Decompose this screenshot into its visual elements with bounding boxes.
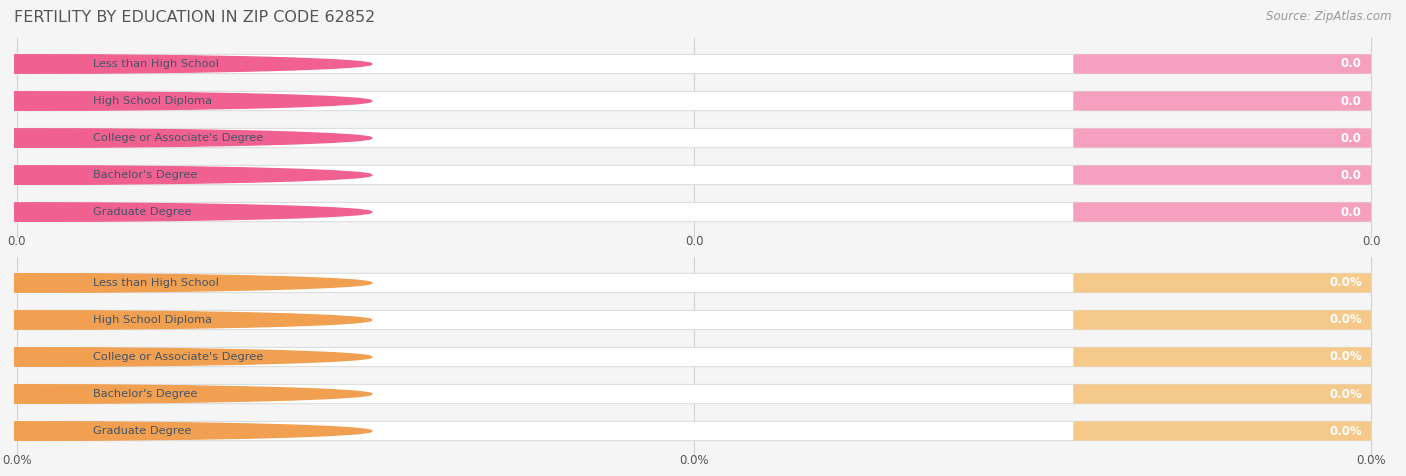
FancyBboxPatch shape <box>1073 166 1371 185</box>
Circle shape <box>0 55 371 73</box>
Text: Less than High School: Less than High School <box>93 278 218 288</box>
Text: 0.0%: 0.0% <box>1 454 31 467</box>
Circle shape <box>0 274 371 292</box>
Text: 0.0%: 0.0% <box>1329 314 1361 327</box>
FancyBboxPatch shape <box>17 273 1371 293</box>
FancyBboxPatch shape <box>17 385 1371 404</box>
Circle shape <box>0 348 371 366</box>
Text: Graduate Degree: Graduate Degree <box>93 426 191 436</box>
Text: 0.0%: 0.0% <box>1357 454 1386 467</box>
Text: 0.0: 0.0 <box>1341 58 1361 70</box>
FancyBboxPatch shape <box>17 202 1371 222</box>
Circle shape <box>0 92 371 110</box>
FancyBboxPatch shape <box>17 166 1371 185</box>
Text: College or Associate's Degree: College or Associate's Degree <box>93 133 263 143</box>
Text: 0.0%: 0.0% <box>1329 387 1361 400</box>
FancyBboxPatch shape <box>17 421 1371 441</box>
Circle shape <box>0 129 371 147</box>
FancyBboxPatch shape <box>1073 54 1371 74</box>
Text: Bachelor's Degree: Bachelor's Degree <box>93 389 197 399</box>
Circle shape <box>0 203 371 221</box>
Circle shape <box>0 166 371 184</box>
FancyBboxPatch shape <box>1073 310 1371 329</box>
Text: 0.0: 0.0 <box>1341 169 1361 181</box>
FancyBboxPatch shape <box>17 54 1371 74</box>
Text: FERTILITY BY EDUCATION IN ZIP CODE 62852: FERTILITY BY EDUCATION IN ZIP CODE 62852 <box>14 10 375 25</box>
Text: 0.0: 0.0 <box>685 235 703 248</box>
FancyBboxPatch shape <box>1073 347 1371 367</box>
Text: 0.0%: 0.0% <box>1329 350 1361 364</box>
FancyBboxPatch shape <box>17 310 1371 329</box>
Circle shape <box>0 311 371 329</box>
Circle shape <box>0 422 371 440</box>
Text: Bachelor's Degree: Bachelor's Degree <box>93 170 197 180</box>
Text: 0.0: 0.0 <box>1362 235 1381 248</box>
Circle shape <box>0 385 371 403</box>
Text: 0.0: 0.0 <box>1341 131 1361 145</box>
Text: 0.0: 0.0 <box>7 235 27 248</box>
FancyBboxPatch shape <box>1073 385 1371 404</box>
FancyBboxPatch shape <box>1073 202 1371 222</box>
FancyBboxPatch shape <box>17 91 1371 110</box>
Text: 0.0: 0.0 <box>1341 95 1361 108</box>
Text: Less than High School: Less than High School <box>93 59 218 69</box>
FancyBboxPatch shape <box>17 347 1371 367</box>
FancyBboxPatch shape <box>1073 421 1371 441</box>
Text: Graduate Degree: Graduate Degree <box>93 207 191 217</box>
Text: High School Diploma: High School Diploma <box>93 96 211 106</box>
Text: High School Diploma: High School Diploma <box>93 315 211 325</box>
Text: 0.0: 0.0 <box>1341 206 1361 218</box>
Text: 0.0%: 0.0% <box>1329 425 1361 437</box>
FancyBboxPatch shape <box>1073 91 1371 110</box>
FancyBboxPatch shape <box>17 129 1371 148</box>
Text: 0.0%: 0.0% <box>679 454 709 467</box>
FancyBboxPatch shape <box>1073 129 1371 148</box>
Text: Source: ZipAtlas.com: Source: ZipAtlas.com <box>1267 10 1392 22</box>
Text: 0.0%: 0.0% <box>1329 277 1361 289</box>
Text: College or Associate's Degree: College or Associate's Degree <box>93 352 263 362</box>
FancyBboxPatch shape <box>1073 273 1371 293</box>
